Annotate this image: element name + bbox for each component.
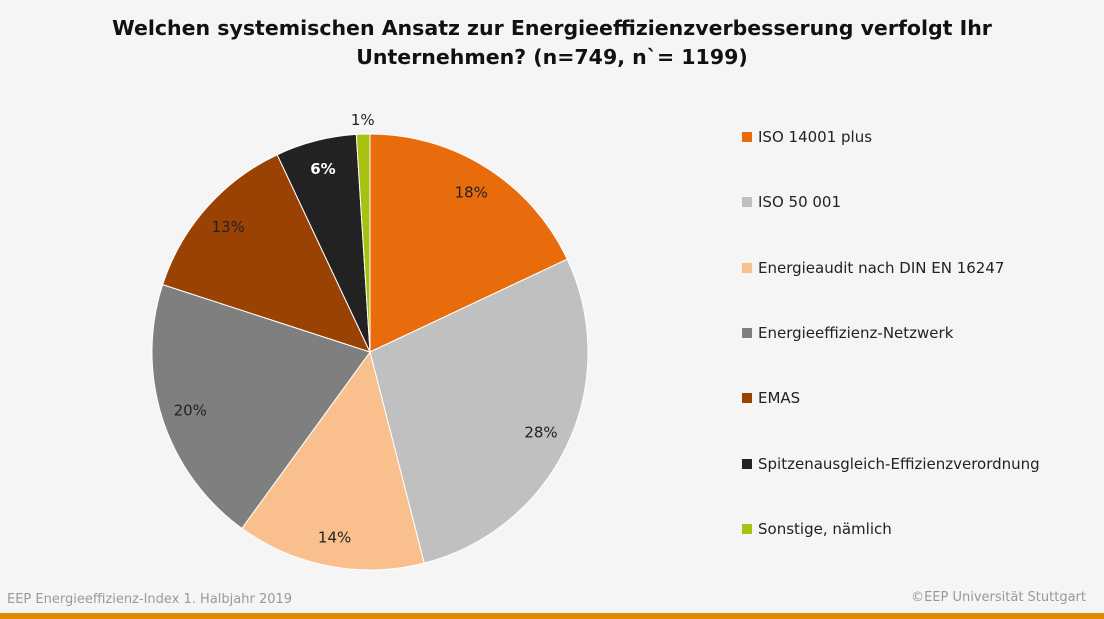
legend-item: Spitzenausgleich-Effizienzverordnung (742, 455, 1040, 473)
legend-swatch (742, 262, 752, 273)
legend-swatch (742, 197, 752, 208)
pie-slice (355, 133, 371, 353)
legend-label: Spitzenausgleich-Effizienzverordnung (758, 454, 1040, 473)
legend-label: Energieeffizienz-Netzwerk (758, 323, 954, 342)
legend-label: ISO 50 001 (758, 193, 842, 212)
pie-slice (369, 258, 589, 564)
legend-label: Energieaudit nach DIN EN 16247 (758, 258, 1005, 277)
legend-item: ISO 50 001 (742, 193, 841, 211)
legend-swatch (742, 523, 752, 534)
legend-item: ISO 14001 plus (742, 128, 872, 146)
legend-item: Energieeffizienz-Netzwerk (742, 324, 953, 342)
data-label: 28% (524, 423, 557, 441)
chart-title-line-2: Unternehmen? (n=749, n`= 1199) (356, 45, 748, 69)
footer-copyright: ©EEP Universität Stuttgart (911, 590, 1086, 605)
data-label: 13% (212, 218, 245, 236)
legend-item: Sonstige, nämlich (742, 520, 892, 538)
pie-slice (241, 350, 425, 571)
legend-item: Energieaudit nach DIN EN 16247 (742, 259, 1004, 277)
legend-swatch (742, 327, 752, 338)
legend-label: Sonstige, nämlich (758, 519, 892, 538)
pie-slice (369, 133, 568, 353)
pie-slice (151, 284, 371, 530)
pie-slice (162, 154, 371, 353)
chart-title: Welchen systemischen Ansatz zur Energiee… (0, 14, 1104, 72)
legend-swatch (742, 393, 752, 404)
legend-item: EMAS (742, 389, 800, 407)
data-label: 18% (455, 183, 488, 201)
data-label: 6% (310, 160, 335, 178)
data-label: 20% (174, 401, 207, 419)
data-label: 14% (318, 529, 351, 547)
chart-title-line-1: Welchen systemischen Ansatz zur Energiee… (112, 16, 992, 40)
legend-swatch (742, 132, 752, 142)
legend-label: EMAS (758, 389, 801, 408)
legend-label: ISO 14001 plus (758, 128, 873, 146)
footer-accent-bar (0, 613, 1104, 619)
data-label: 1% (351, 111, 375, 129)
footer-source: EEP Energieeffizienz-Index 1. Halbjahr 2… (7, 592, 293, 607)
legend-swatch (742, 458, 752, 469)
